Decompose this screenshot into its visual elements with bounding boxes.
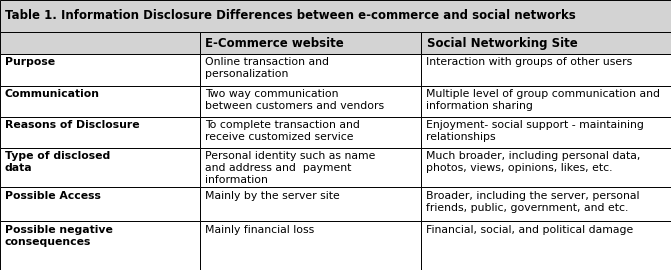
Bar <box>421 54 671 86</box>
Bar <box>0 86 200 117</box>
Text: Reasons of Disclosure: Reasons of Disclosure <box>5 120 140 130</box>
Text: Purpose: Purpose <box>5 57 55 67</box>
Bar <box>0 148 200 187</box>
Text: Enjoyment- social support - maintaining
relationships: Enjoyment- social support - maintaining … <box>426 120 644 142</box>
Bar <box>0 221 200 270</box>
Text: Online transaction and
personalization: Online transaction and personalization <box>205 57 329 79</box>
Bar <box>200 221 421 270</box>
Bar <box>0 117 200 148</box>
Text: Communication: Communication <box>5 89 100 99</box>
Text: Much broader, including personal data,
photos, views, opinions, likes, etc.: Much broader, including personal data, p… <box>426 151 640 174</box>
Bar <box>421 117 671 148</box>
Text: Social Networking Site: Social Networking Site <box>427 36 578 49</box>
Text: Possible negative
consequences: Possible negative consequences <box>5 225 113 247</box>
Bar <box>0 54 200 86</box>
Bar <box>421 32 671 54</box>
Bar <box>421 221 671 270</box>
Text: Table 1. Information Disclosure Differences between e-commerce and social networ: Table 1. Information Disclosure Differen… <box>5 9 576 22</box>
Text: Financial, social, and political damage: Financial, social, and political damage <box>426 225 633 235</box>
Text: Broader, including the server, personal
friends, public, government, and etc.: Broader, including the server, personal … <box>426 191 639 213</box>
Bar <box>200 86 421 117</box>
Bar <box>200 148 421 187</box>
Bar <box>0 32 200 54</box>
Text: Interaction with groups of other users: Interaction with groups of other users <box>426 57 632 67</box>
Bar <box>200 187 421 221</box>
Bar <box>200 54 421 86</box>
Text: Personal identity such as name
and address and  payment
information: Personal identity such as name and addre… <box>205 151 375 185</box>
Bar <box>200 117 421 148</box>
Text: Two way communication
between customers and vendors: Two way communication between customers … <box>205 89 384 111</box>
Text: Multiple level of group communication and
information sharing: Multiple level of group communication an… <box>426 89 660 111</box>
Bar <box>200 32 421 54</box>
Bar <box>0 0 671 32</box>
Text: E-Commerce website: E-Commerce website <box>205 36 344 49</box>
Text: Mainly by the server site: Mainly by the server site <box>205 191 340 201</box>
Text: To complete transaction and
receive customized service: To complete transaction and receive cust… <box>205 120 360 142</box>
Bar <box>0 187 200 221</box>
Bar <box>421 187 671 221</box>
Bar <box>421 86 671 117</box>
Bar <box>421 148 671 187</box>
Text: Possible Access: Possible Access <box>5 191 101 201</box>
Text: Mainly financial loss: Mainly financial loss <box>205 225 314 235</box>
Text: Type of disclosed
data: Type of disclosed data <box>5 151 110 174</box>
